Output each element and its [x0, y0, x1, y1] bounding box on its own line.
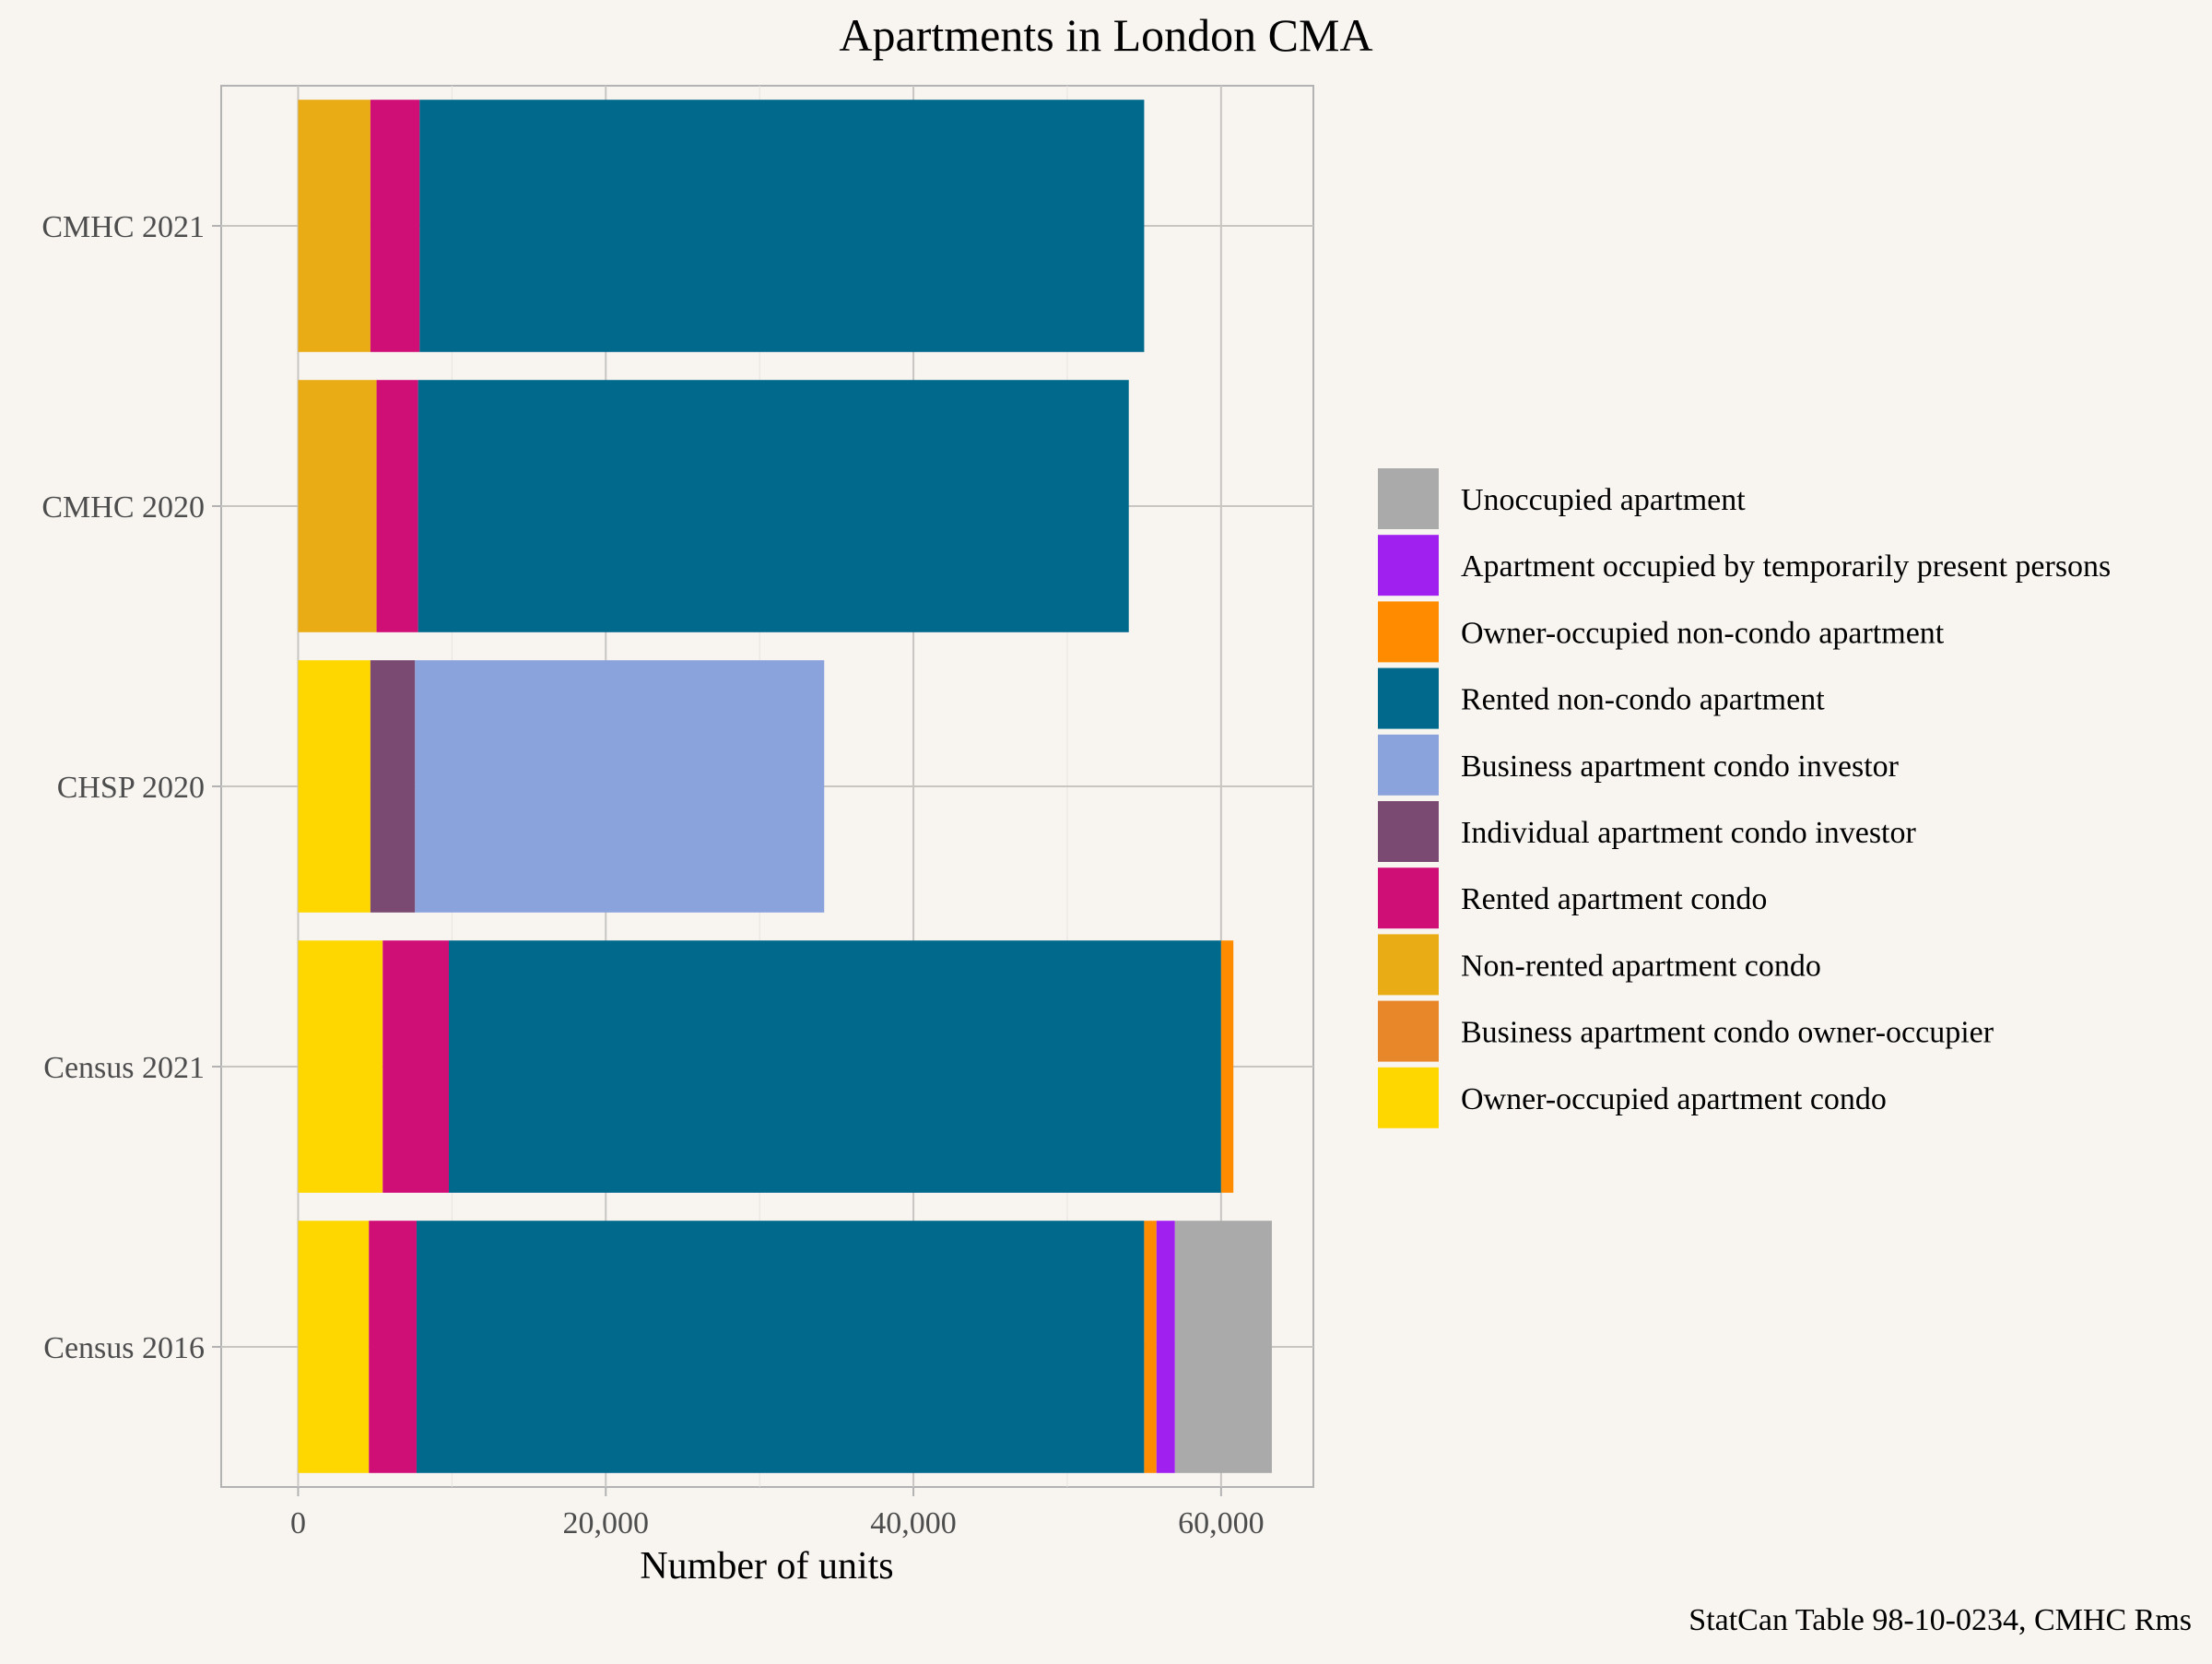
- bar-segment: [376, 380, 418, 632]
- bar-segment: [418, 380, 1129, 632]
- y-tick-label: CMHC 2021: [41, 210, 205, 244]
- axis-layer: 0 20,000 40,000 60,000 Census 2016 Census 202…: [41, 210, 1264, 1540]
- legend-label: Business apartment condo investor: [1461, 749, 1900, 784]
- bar-segment: [1144, 1221, 1157, 1473]
- legend-key: [1378, 801, 1439, 862]
- bar-segment: [298, 660, 371, 913]
- bar-segment: [382, 940, 450, 1193]
- bars-layer: [298, 100, 1272, 1473]
- legend-key: [1378, 535, 1439, 596]
- legend-label: Owner-occupied apartment condo: [1461, 1082, 1887, 1116]
- chart-caption: StatCan Table 98-10-0234, CMHC Rms: [1688, 1603, 2192, 1637]
- bar-segment: [298, 100, 371, 352]
- y-tick-label: Census 2021: [43, 1051, 205, 1085]
- legend-key: [1378, 1067, 1439, 1128]
- bar-segment: [415, 660, 825, 913]
- bar-segment: [1174, 1221, 1272, 1473]
- y-tick-label: CMHC 2020: [41, 490, 205, 525]
- legend-key: [1378, 734, 1439, 796]
- legend-label: Individual apartment condo investor: [1461, 816, 1916, 850]
- x-tick-label: 20,000: [563, 1506, 650, 1540]
- legend-key: [1378, 667, 1439, 729]
- bar-segment: [370, 100, 420, 352]
- x-tick-label: 60,000: [1178, 1506, 1265, 1540]
- legend-label: Owner-occupied non-condo apartment: [1461, 616, 1945, 650]
- bar-segment: [298, 1221, 370, 1473]
- legend-label: Rented non-condo apartment: [1461, 683, 1825, 717]
- legend-key: [1378, 1000, 1439, 1062]
- legend-label: Rented apartment condo: [1461, 882, 1767, 916]
- bar-segment: [369, 1221, 417, 1473]
- y-tick-label: CHSP 2020: [57, 771, 205, 805]
- legend-label: Unoccupied apartment: [1461, 483, 1746, 517]
- legend: Unoccupied apartment Apartment occupied b…: [1378, 468, 2111, 1128]
- bar-segment: [416, 1221, 1145, 1473]
- legend-key: [1378, 601, 1439, 663]
- legend-key: [1378, 468, 1439, 529]
- bar-segment: [449, 940, 1221, 1193]
- legend-label: Non-rented apartment condo: [1461, 949, 1821, 983]
- bar-segment: [370, 660, 416, 913]
- legend-label: Apartment occupied by temporarily presen…: [1461, 549, 2111, 584]
- bar-segment: [1156, 1221, 1175, 1473]
- legend-key: [1378, 867, 1439, 929]
- bar-segment: [298, 380, 377, 632]
- x-tick-label: 40,000: [870, 1506, 957, 1540]
- x-axis-label: Number of units: [640, 1545, 893, 1587]
- y-tick-label: Census 2016: [43, 1331, 205, 1365]
- bar-segment: [419, 100, 1145, 352]
- chart-title: Apartments in London CMA: [839, 9, 1372, 61]
- legend-key: [1378, 934, 1439, 996]
- x-tick-label: 0: [290, 1506, 306, 1540]
- bar-segment: [298, 940, 383, 1193]
- bar-segment: [1220, 940, 1234, 1193]
- legend-label: Business apartment condo owner-occupier: [1461, 1016, 1994, 1050]
